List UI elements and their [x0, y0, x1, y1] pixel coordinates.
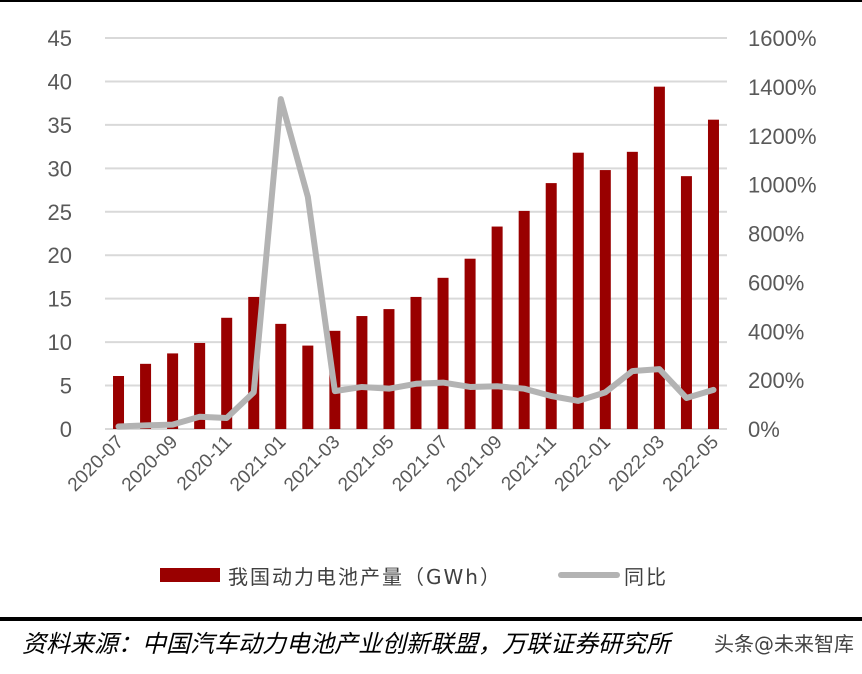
- bar: [680, 176, 692, 429]
- x-tick-label: 2021-05: [334, 432, 398, 496]
- bar: [572, 152, 584, 429]
- legend-item-yoy: 同比: [557, 561, 668, 590]
- bar: [653, 86, 665, 429]
- gridlines: [105, 37, 727, 430]
- bar: [464, 258, 476, 429]
- left-tick-label: 15: [48, 287, 72, 312]
- bar: [599, 170, 611, 429]
- bar: [140, 363, 152, 429]
- left-tick-label: 45: [48, 26, 72, 51]
- left-tick-label: 20: [48, 243, 72, 268]
- left-tick-label: 25: [48, 200, 72, 225]
- bar: [167, 353, 179, 429]
- bar-swatch-icon: [160, 568, 220, 582]
- x-tick-label: 2022-03: [605, 432, 669, 496]
- bar: [410, 296, 422, 429]
- right-tick-label: 0%: [748, 417, 780, 442]
- left-tick-label: 35: [48, 113, 72, 138]
- left-tick-label: 10: [48, 330, 72, 355]
- bar-series: [113, 86, 719, 430]
- x-tick-label: 2020-09: [118, 432, 182, 496]
- right-tick-label: 400%: [748, 319, 804, 344]
- x-tick-label: 2022-05: [659, 432, 723, 496]
- x-tick-label: 2021-03: [280, 432, 344, 496]
- bar: [194, 342, 206, 429]
- left-axis: 0 5 10 15 20 25 30 35 40 45: [48, 26, 72, 442]
- bar: [113, 375, 125, 429]
- bar: [491, 226, 503, 429]
- x-tick-label: 2021-01: [226, 432, 290, 496]
- x-tick-label: 2020-11: [173, 432, 236, 495]
- x-tick-label: 2020-07: [64, 432, 128, 496]
- x-tick-label: 2021-09: [443, 432, 507, 496]
- watermark: 头条@未来智库: [714, 632, 854, 656]
- bar: [302, 345, 314, 429]
- bar: [626, 151, 638, 429]
- legend-item-production: 我国动力电池产量（GWh）: [160, 561, 502, 590]
- legend-label-production: 我国动力电池产量（GWh）: [228, 564, 502, 589]
- right-tick-label: 1600%: [748, 26, 817, 51]
- right-tick-label: 800%: [748, 222, 804, 247]
- bar: [383, 309, 395, 429]
- bottom-rule: [0, 617, 862, 621]
- legend-label-yoy: 同比: [623, 564, 668, 589]
- legend: 我国动力电池产量（GWh） 同比: [160, 560, 724, 590]
- bar: [437, 277, 449, 429]
- right-axis: 0% 200% 400% 600% 800% 1000% 1200% 1400% 1600%: [748, 26, 817, 442]
- right-tick-label: 1000%: [748, 173, 817, 198]
- right-tick-label: 1400%: [748, 75, 817, 100]
- left-tick-label: 5: [60, 374, 72, 399]
- left-tick-label: 30: [48, 156, 72, 181]
- left-tick-label: 40: [48, 69, 72, 94]
- right-tick-label: 1200%: [748, 124, 817, 149]
- x-tick-label: 2021-11: [498, 432, 561, 495]
- bar: [707, 119, 719, 430]
- yoy-line: [115, 96, 717, 430]
- right-tick-label: 200%: [748, 368, 804, 393]
- source-note: 资料来源：中国汽车动力电池产业创新联盟，万联证券研究所: [22, 630, 670, 658]
- x-tick-label: 2021-07: [388, 432, 452, 496]
- right-tick-label: 600%: [748, 270, 804, 295]
- chart-canvas: 0 5 10 15 20 25 30 35 40 45 0% 200% 400% 600% 800% 100…: [48, 26, 817, 496]
- bar: [221, 317, 233, 429]
- bar: [518, 210, 530, 429]
- bar: [275, 323, 287, 429]
- bar: [545, 183, 557, 429]
- x-axis: 2020-072020-092020-112021-012021-032021-…: [64, 432, 723, 496]
- top-rule: [0, 0, 862, 2]
- left-tick-label: 0: [60, 417, 72, 442]
- x-tick-label: 2022-01: [551, 432, 615, 496]
- line-series: [115, 96, 717, 430]
- line-swatch-icon: [557, 572, 620, 578]
- bar: [356, 316, 368, 429]
